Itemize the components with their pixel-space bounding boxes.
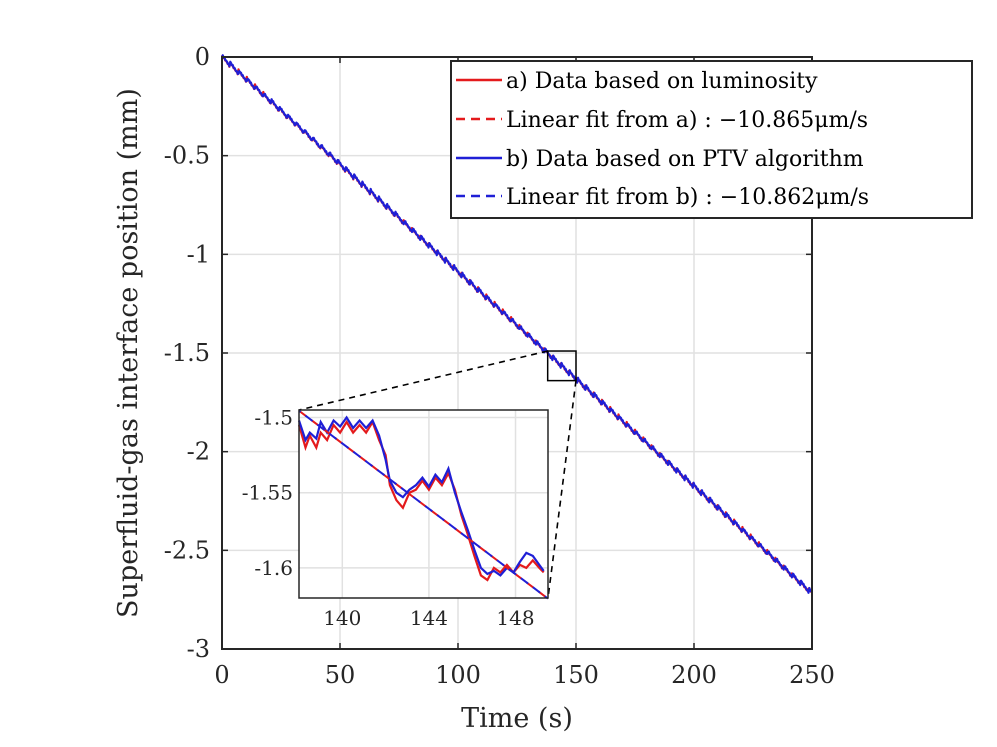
legend: a) Data based on luminosity Linear fit f… <box>450 60 973 219</box>
y-tick-label: -1.5 <box>164 339 210 367</box>
y-tick-label: -2.5 <box>164 536 210 564</box>
inset-y-tick-label: -1.55 <box>242 481 293 505</box>
y-axis-label: Superfluid-gas interface position (mm) <box>113 88 144 618</box>
x-tick-label: 0 <box>214 661 229 689</box>
zoom-connector-right <box>547 380 577 599</box>
y-tick-label: -1 <box>187 240 210 268</box>
inset-series-b-line <box>297 415 545 577</box>
legend-box <box>450 60 973 219</box>
x-tick-label: 150 <box>553 661 599 689</box>
x-tick-label: 50 <box>325 661 356 689</box>
y-tick-label: -2 <box>187 438 210 466</box>
inset-x-tick-label: 144 <box>410 606 448 630</box>
y-tick-label: -3 <box>187 635 210 663</box>
legend-label-fit-a: Linear fit from a) : −10.865μm/s <box>506 108 868 133</box>
axes-ticks: 0 50 100 150 200 250 0 -0.5 -1 -1.5 -2 -2.5 -3 <box>164 43 835 689</box>
zoom-box <box>546 350 577 382</box>
zoom-indicator <box>298 350 577 599</box>
main-series <box>221 53 813 594</box>
inset-x-tick-label: 148 <box>496 606 534 630</box>
inset-x-tick-label: 140 <box>323 606 361 630</box>
x-tick-label: 100 <box>435 661 481 689</box>
inset-frame <box>298 409 549 599</box>
legend-label-fit-b: Linear fit from b) : −10.862μm/s <box>506 185 869 210</box>
legend-label-b: b) Data based on PTV algorithm <box>506 147 864 172</box>
series-b-line <box>221 53 813 594</box>
y-tick-label: 0 <box>195 43 210 71</box>
x-tick-label: 250 <box>789 661 835 689</box>
x-axis-label: Time (s) <box>461 703 573 734</box>
y-tick-label: -0.5 <box>164 142 210 170</box>
legend-label-a: a) Data based on luminosity <box>506 69 818 94</box>
inset-series-a-line <box>297 419 545 582</box>
inset-y-tick-label: -1.5 <box>254 406 293 430</box>
x-tick-label: 200 <box>671 661 717 689</box>
inset-chart: 140 144 148 -1.5 -1.55 -1.6 <box>242 406 549 630</box>
zoom-connector-left <box>298 350 548 411</box>
inset-y-tick-label: -1.6 <box>254 556 293 580</box>
inset-fit-a-line <box>298 409 549 600</box>
